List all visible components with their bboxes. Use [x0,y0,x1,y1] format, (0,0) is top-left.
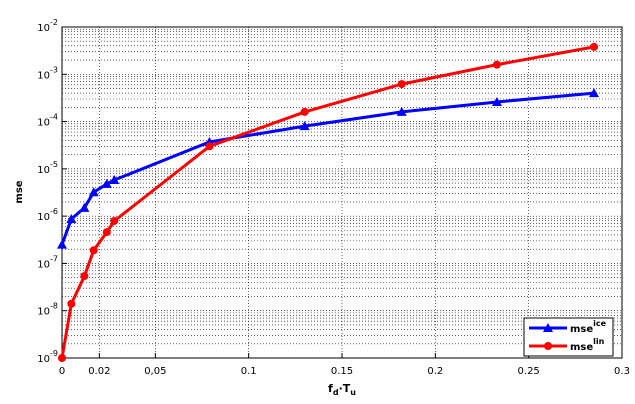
x-axis-label: fd·Tu [328,382,356,397]
legend-superscript: ice [593,319,606,328]
x-tick-label: 0,05 [144,366,166,377]
x-axis-label-part: d [333,388,339,397]
data-point [110,216,119,225]
x-tick-label: 0.25 [518,366,540,377]
y-tick-base: 10 [37,70,50,81]
data-point [492,60,501,69]
y-tick-label: 10-7 [37,254,58,270]
y-tick-label: 10-9 [37,349,58,365]
y-tick-label: 10-5 [37,160,58,176]
data-point [102,228,111,237]
data-point [79,202,90,212]
data-point [397,80,406,89]
y-tick-base: 10 [37,165,50,176]
x-tick-label: 0.2 [427,366,443,377]
data-point [544,342,552,350]
data-point [80,272,89,281]
y-tick-exponent: -9 [50,349,58,358]
x-tick-label: 0.02 [88,366,110,377]
legend-superscript: lin [593,337,604,346]
y-tick-label: 10-4 [37,113,58,129]
y-tick-base: 10 [37,259,50,270]
legend-box [523,317,614,357]
data-point [57,239,67,249]
y-tick-base: 10 [37,212,50,223]
y-tick-exponent: -4 [50,113,58,122]
y-tick-base: 10 [37,23,50,34]
data-point [300,107,309,116]
x-tick-label: 0.3 [614,366,630,377]
x-axis-label-part: u [350,388,356,397]
y-tick-exponent: -5 [50,160,58,169]
data-point [491,96,502,106]
data-point [109,175,120,185]
x-axis-label-part: ·T [339,382,351,395]
y-tick-exponent: -2 [50,18,58,27]
x-tick-label: 0.1 [241,366,257,377]
legend-label: mselin [570,337,605,353]
y-tick-label: 10-2 [37,18,58,34]
data-point [88,187,99,197]
y-tick-label: 10-6 [37,207,58,223]
y-tick-exponent: -3 [50,65,58,74]
data-point [66,214,77,224]
legend-name: mse [570,324,593,335]
data-point [58,354,66,362]
data-point [396,106,407,116]
y-tick-base: 10 [37,118,50,129]
x-tick-label: 0.15 [331,366,353,377]
data-point [589,88,599,98]
data-point [205,142,214,151]
x-axis-label-part: f [328,382,333,395]
y-tick-exponent: -8 [50,302,58,311]
y-tick-label: 10-3 [37,65,58,81]
x-tick-label: 0 [59,366,65,377]
y-tick-exponent: -7 [50,254,58,263]
y-tick-label: 10-8 [37,302,58,318]
legend-name: mse [570,342,593,353]
data-point [67,299,76,308]
legend-label: mseice [570,319,607,335]
data-point [299,121,310,131]
y-tick-exponent: -6 [50,207,58,216]
y-axis-label: mse [14,180,25,203]
y-tick-base: 10 [37,307,50,318]
data-point [590,42,598,51]
data-point [101,178,112,188]
y-tick-base: 10 [37,354,50,365]
plot-frame [61,26,623,359]
data-point [543,323,553,332]
data-point [89,246,98,255]
